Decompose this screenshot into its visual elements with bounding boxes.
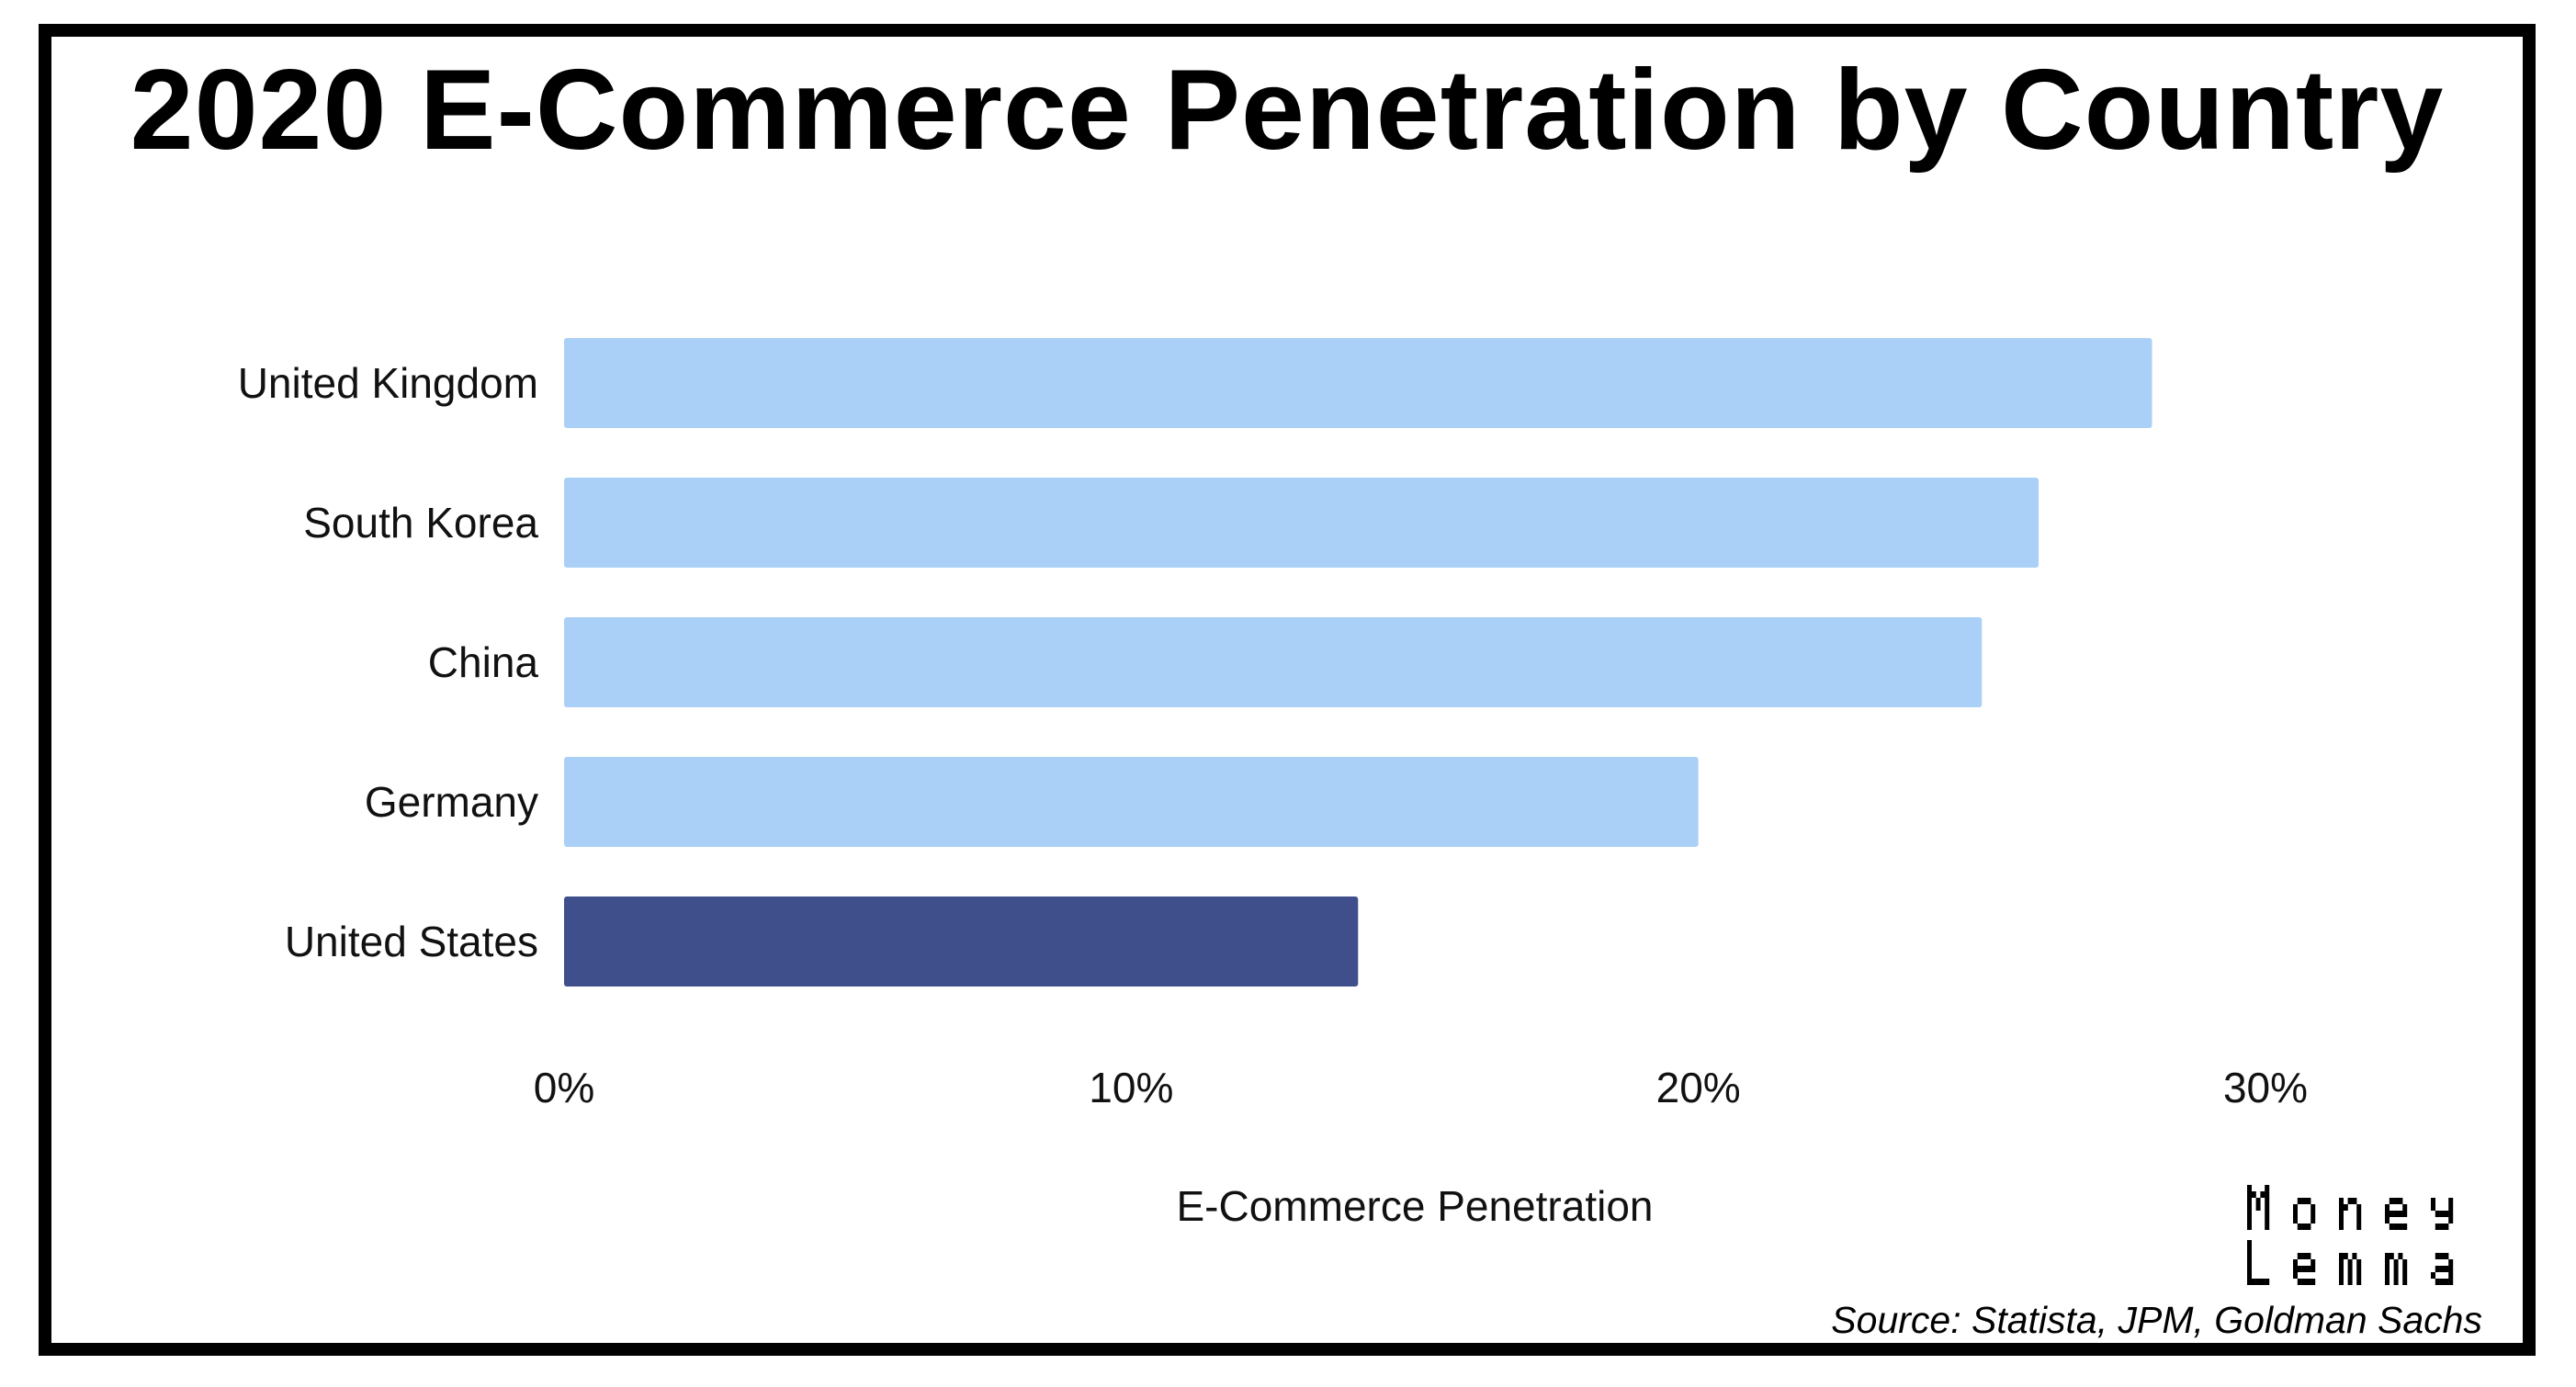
money-lemma-logo: [2247, 1185, 2454, 1285]
x-tick-labels: 0% 10% 20% 30%: [534, 1064, 2308, 1111]
source-note: Source: Statista, JPM, Goldman Sachs: [1831, 1299, 2482, 1341]
category-labels: United Kingdom South Korea China Germany Uni…: [238, 359, 539, 965]
bars-group: [564, 338, 2152, 987]
bar-united-states: [564, 896, 1359, 987]
x-tick-label: 30%: [2223, 1064, 2308, 1111]
chart-title: 2020 E-Commerce Penetration by Country: [130, 47, 2445, 174]
category-label-united-states: United States: [285, 918, 538, 965]
bar-china: [564, 617, 1983, 707]
x-tick-label: 20%: [1656, 1064, 1741, 1111]
x-axis-title: E-Commerce Penetration: [1177, 1182, 1654, 1230]
bar-germany: [564, 757, 1699, 847]
x-tick-label: 0%: [534, 1064, 594, 1111]
category-label-united-kingdom: United Kingdom: [238, 359, 538, 407]
bar-south-korea: [564, 478, 2039, 568]
category-label-germany: Germany: [365, 778, 538, 826]
category-label-south-korea: South Korea: [303, 499, 538, 547]
bar-united-kingdom: [564, 338, 2152, 428]
category-label-china: China: [428, 638, 539, 686]
x-tick-label: 10%: [1089, 1064, 1173, 1111]
